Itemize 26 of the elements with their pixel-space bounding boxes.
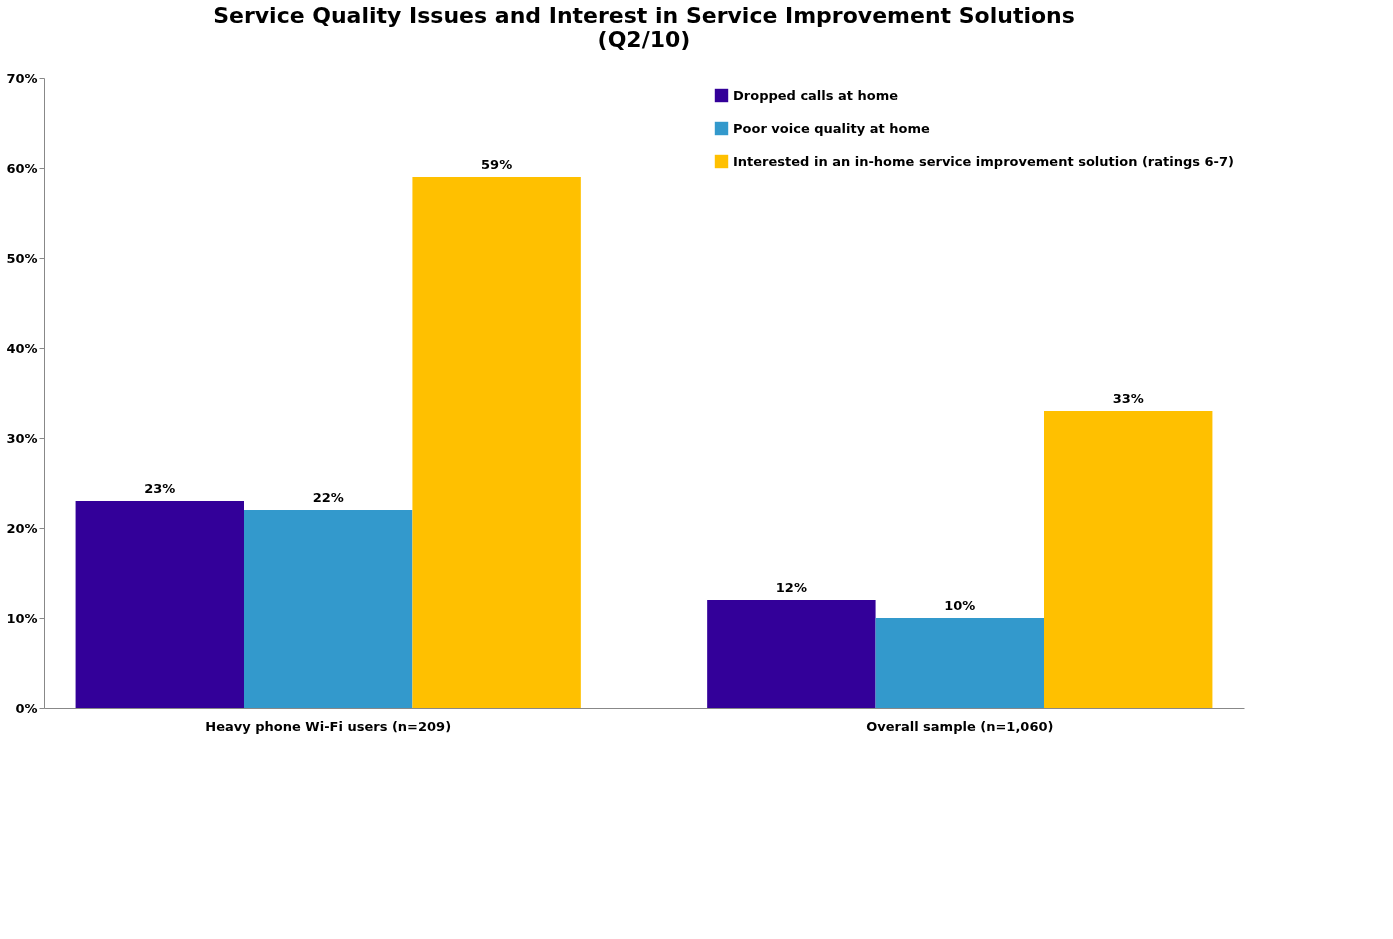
data-label: 59% [481,157,513,172]
y-tick-label: 60% [6,160,38,176]
data-label: 10% [944,598,976,613]
y-tick-label: 50% [6,250,38,266]
chart-title: Service Quality Issues and Interest in Service Improvement Solutions (Q2/10) [213,3,1075,52]
bar [707,600,876,708]
y-tick-label: 40% [6,340,38,356]
bar [1044,411,1213,708]
data-label: 33% [1112,391,1144,406]
legend-label: Interested in an in-home service improvement solution (ratings 6-7) [733,153,1234,169]
y-tick-label: 10% [6,610,38,626]
bar [75,501,244,708]
data-label: 22% [312,490,344,505]
legend-label: Poor voice quality at home [733,120,930,136]
y-tick-label: 0% [15,700,38,716]
bar [412,177,581,708]
y-tick-label: 20% [6,520,38,536]
bar [244,510,413,708]
x-tick-label: Heavy phone Wi-Fi users (n=209) [205,718,452,734]
legend-label: Dropped calls at home [733,87,899,103]
x-tick-label: Overall sample (n=1,060) [866,718,1054,734]
bar [875,618,1044,708]
data-label: 12% [775,580,807,595]
y-tick-label: 70% [6,70,38,86]
data-label: 23% [144,481,176,496]
y-tick-label: 30% [6,430,38,446]
